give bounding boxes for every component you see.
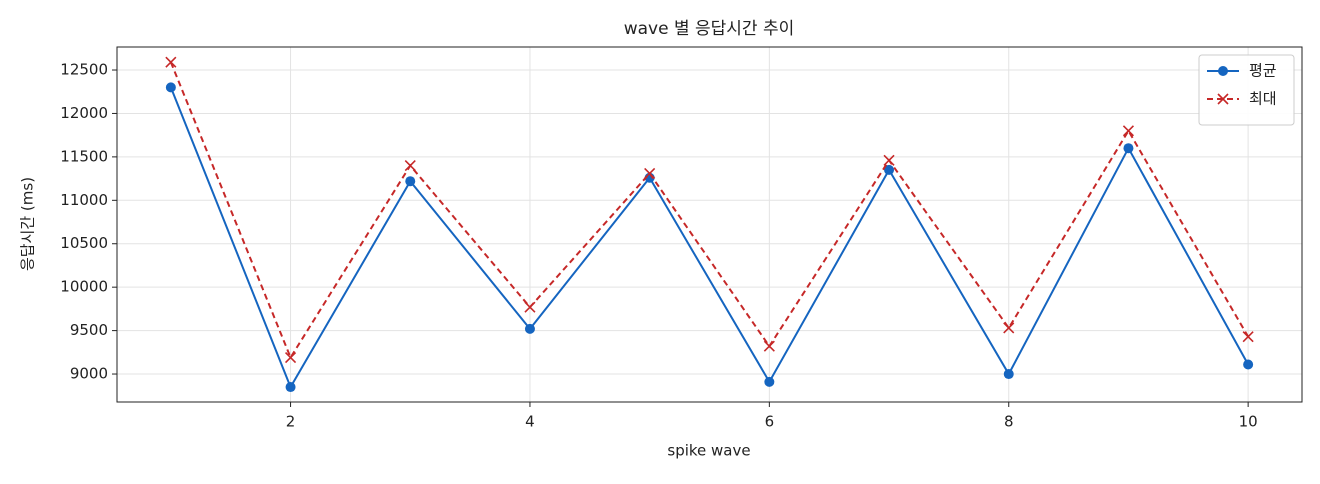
chart-title: wave 별 응답시간 추이 [624, 19, 795, 39]
data-point [165, 56, 177, 68]
data-point [883, 154, 895, 166]
legend-box [1198, 54, 1295, 126]
legend-marker [1218, 66, 1228, 76]
data-point [884, 164, 895, 175]
data-point [1003, 322, 1015, 334]
series-line [169, 61, 1250, 360]
y-tick-label: 9000 [70, 365, 108, 383]
y-tick-label: 10000 [60, 278, 108, 296]
y-tick-label: 10500 [60, 234, 108, 252]
data-point [763, 340, 775, 352]
legend-label: 최대 [1249, 90, 1277, 108]
data-point [1123, 143, 1134, 154]
y-axis-label: 응답시간 (ms) [19, 177, 37, 271]
x-tick-label: 8 [1004, 413, 1014, 431]
data-point [165, 82, 176, 93]
y-tick-label: 12000 [60, 104, 108, 122]
data-point [1242, 331, 1254, 343]
legend-label: 평균 [1249, 62, 1277, 80]
data-point [764, 376, 775, 387]
data-point [1003, 369, 1014, 380]
x-tick-label: 10 [1239, 413, 1258, 431]
series-line [169, 87, 1250, 390]
plot-frame [116, 46, 1303, 403]
data-point [1243, 359, 1254, 370]
data-point [405, 176, 416, 187]
data-point [644, 167, 656, 179]
x-tick-label: 2 [286, 413, 296, 431]
x-axis-label: spike wave [667, 442, 750, 460]
data-point [285, 382, 296, 393]
data-point [284, 351, 297, 364]
y-tick-label: 11500 [60, 147, 108, 165]
legend-marker [1217, 93, 1229, 105]
data-point [524, 301, 536, 313]
data-point [404, 159, 416, 172]
data-point [1122, 125, 1135, 137]
x-tick-label: 6 [765, 413, 775, 431]
y-tick-label: 11000 [60, 191, 108, 209]
y-tick-label: 9500 [70, 321, 108, 339]
y-tick-label: 12500 [60, 61, 108, 79]
data-point [524, 323, 535, 334]
x-tick-label: 4 [525, 413, 535, 431]
